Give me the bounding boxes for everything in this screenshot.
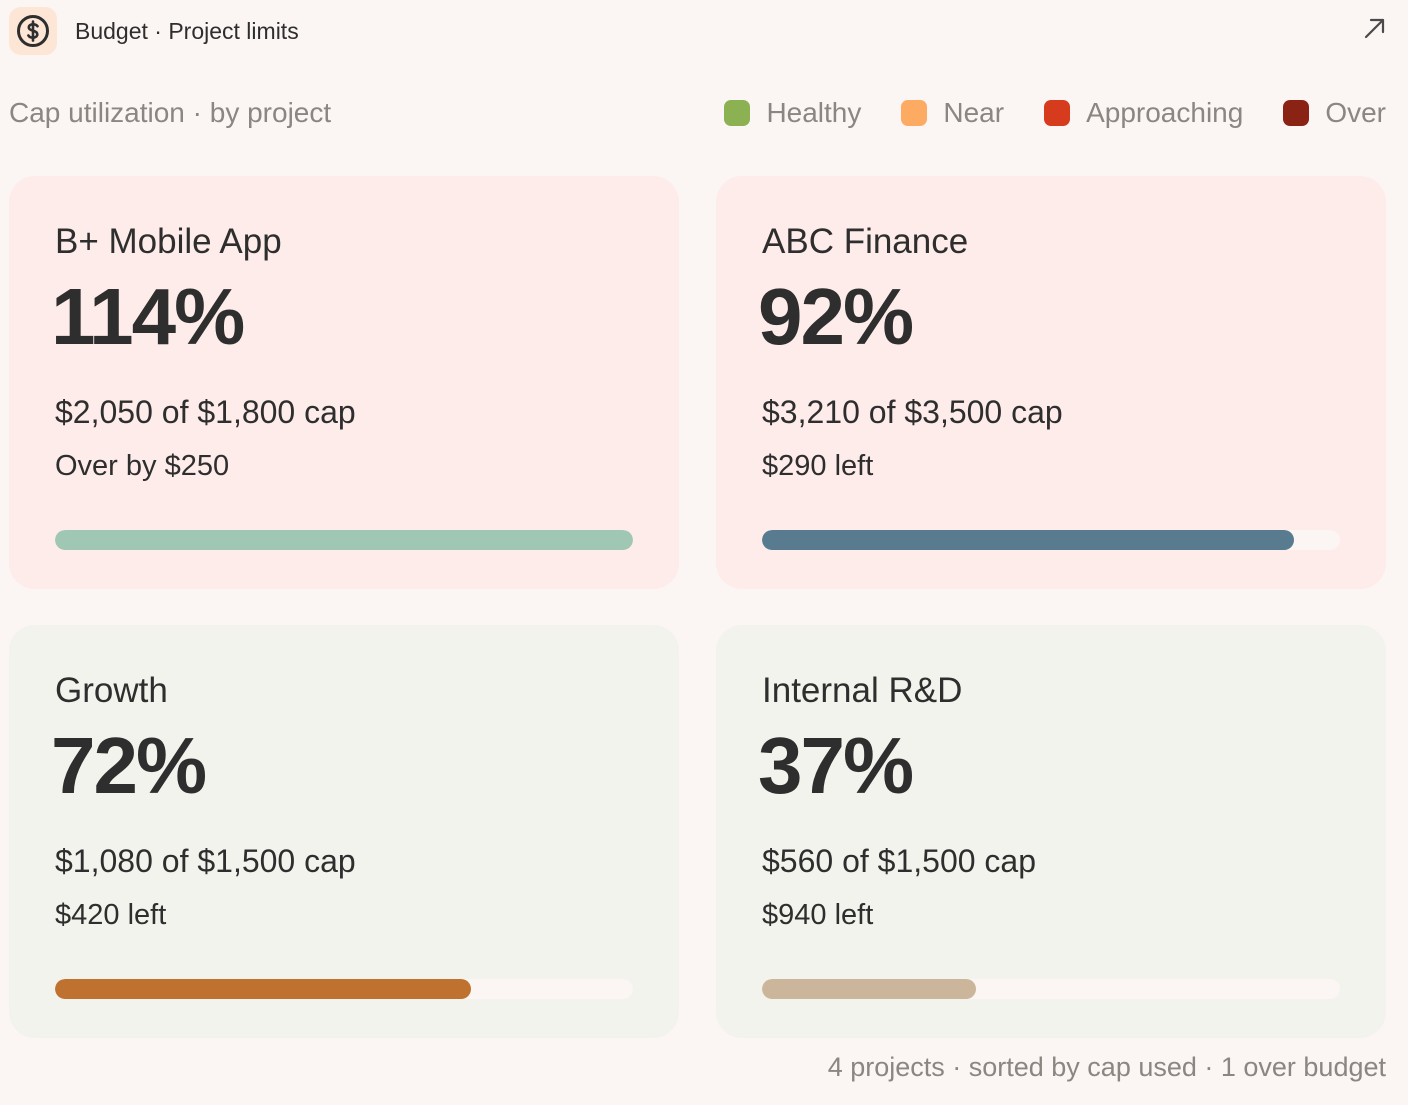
spend-of-cap: $560 of $1,500 cap — [762, 843, 1037, 879]
dollar-circle-icon — [9, 7, 57, 55]
project-card[interactable]: Internal R&D 37% $560 of $1,500 cap $940 le… — [716, 625, 1386, 1038]
status-legend: Healthy Near Approaching Over — [724, 97, 1386, 129]
legend-swatch — [901, 100, 928, 126]
legend-swatch — [1044, 100, 1071, 126]
project-card[interactable]: ABC Finance 92% $3,210 of $3,500 cap $290 l… — [716, 176, 1386, 589]
remaining-amount: $940 left — [762, 899, 874, 931]
utilization-bar-fill — [762, 979, 976, 999]
utilization-bar — [762, 979, 1340, 999]
legend-item-healthy: Healthy — [724, 97, 861, 129]
utilization-bar — [55, 979, 633, 999]
utilization-bar — [762, 530, 1340, 550]
section-title: Cap utilization · by project — [9, 97, 332, 128]
project-name: Growth — [55, 671, 168, 710]
legend-label: Near — [943, 97, 1005, 128]
utilization-bar-fill — [762, 530, 1294, 550]
legend-label: Healthy — [766, 97, 862, 128]
utilization-bar — [55, 530, 633, 550]
remaining-amount: $290 left — [762, 450, 874, 482]
arrow-up-right-icon[interactable] — [1362, 15, 1388, 41]
project-name: ABC Finance — [762, 222, 969, 261]
legend-item-near: Near — [901, 97, 1004, 129]
project-name: B+ Mobile App — [55, 222, 282, 261]
utilization-bar-fill — [55, 979, 472, 999]
legend-swatch — [724, 100, 751, 126]
utilization-bar-fill — [55, 530, 633, 550]
project-card[interactable]: Growth 72% $1,080 of $1,500 cap $420 left — [9, 625, 679, 1038]
section-header: Cap utilization · by project Healthy Near… — [9, 88, 1386, 138]
utilization-percent: 72% — [51, 721, 207, 810]
legend-item-approaching: Approaching — [1044, 97, 1243, 129]
utilization-percent: 92% — [758, 272, 914, 361]
legend-label: Approaching — [1086, 97, 1244, 128]
remaining-amount: $420 left — [55, 899, 167, 931]
spend-of-cap: $1,080 of $1,500 cap — [55, 843, 356, 879]
app-title: Budget · Project limits — [75, 17, 299, 44]
spend-of-cap: $2,050 of $1,800 cap — [55, 394, 356, 430]
footer-summary: 4 projects · sorted by cap used · 1 over… — [827, 1052, 1386, 1082]
utilization-percent: 114% — [51, 272, 245, 361]
spend-of-cap: $3,210 of $3,500 cap — [762, 394, 1063, 430]
utilization-percent: 37% — [758, 721, 914, 810]
legend-label: Over — [1325, 97, 1386, 128]
legend-item-over: Over — [1283, 97, 1386, 129]
project-card[interactable]: B+ Mobile App 114% $2,050 of $1,800 cap Ove… — [9, 176, 679, 589]
project-name: Internal R&D — [762, 671, 963, 710]
legend-swatch — [1283, 100, 1310, 126]
app-header: Budget · Project limits — [9, 7, 1388, 55]
remaining-amount: Over by $250 — [55, 450, 230, 482]
